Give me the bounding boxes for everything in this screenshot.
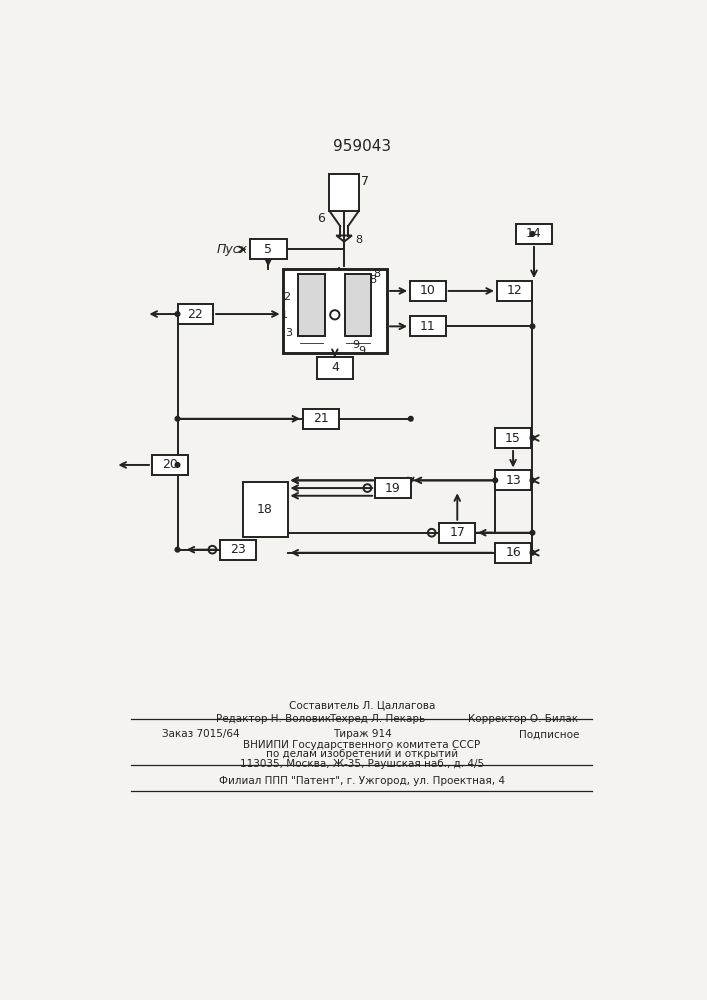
- Circle shape: [530, 530, 534, 535]
- Text: 18: 18: [257, 503, 273, 516]
- Bar: [516, 224, 552, 244]
- Text: 8: 8: [373, 269, 380, 279]
- Bar: [298, 274, 325, 336]
- Circle shape: [493, 478, 498, 483]
- Circle shape: [409, 416, 413, 421]
- Text: Заказ 7015/64: Заказ 7015/64: [162, 729, 240, 739]
- Text: Подписное: Подписное: [518, 729, 579, 739]
- Text: по делам изобретений и открытий: по делам изобретений и открытий: [266, 749, 458, 759]
- Text: Техред Л. Пекарь: Техред Л. Пекарь: [329, 714, 425, 724]
- Bar: [410, 316, 445, 336]
- Circle shape: [530, 324, 534, 329]
- Bar: [495, 470, 531, 490]
- Text: ВНИИПИ Государственного комитета СССР: ВНИИПИ Государственного комитета СССР: [243, 740, 481, 750]
- Text: 17: 17: [450, 526, 465, 539]
- Text: 15: 15: [505, 432, 521, 445]
- Text: 10: 10: [420, 284, 436, 297]
- Text: Филиал ППП "Патент", г. Ужгород, ул. Проектная, 4: Филиал ППП "Патент", г. Ужгород, ул. Про…: [219, 776, 505, 786]
- Bar: [152, 455, 187, 475]
- Bar: [440, 523, 475, 543]
- Text: 5: 5: [264, 243, 272, 256]
- Bar: [329, 174, 359, 211]
- Text: Корректор О. Билак: Корректор О. Билак: [468, 714, 578, 724]
- Text: 4: 4: [331, 361, 339, 374]
- Circle shape: [175, 416, 180, 421]
- Bar: [177, 304, 213, 324]
- Text: 1: 1: [281, 310, 288, 320]
- Bar: [303, 409, 339, 429]
- Circle shape: [175, 312, 180, 316]
- Circle shape: [530, 232, 534, 236]
- Text: 11: 11: [420, 320, 436, 333]
- Text: 19: 19: [385, 482, 401, 495]
- Text: 21: 21: [313, 412, 329, 425]
- Text: 113035, Москва, Ж-35, Раушская наб., д. 4/5: 113035, Москва, Ж-35, Раушская наб., д. …: [240, 759, 484, 769]
- Text: 6: 6: [317, 212, 325, 225]
- Text: 9: 9: [352, 340, 359, 350]
- Bar: [250, 239, 287, 259]
- Circle shape: [530, 436, 534, 440]
- Text: 3: 3: [285, 328, 292, 338]
- Text: Составитель Л. Цаллагова: Составитель Л. Цаллагова: [288, 700, 435, 710]
- Bar: [220, 540, 256, 560]
- Text: 14: 14: [526, 227, 542, 240]
- Bar: [243, 482, 288, 537]
- Bar: [495, 543, 531, 563]
- Bar: [495, 428, 531, 448]
- Circle shape: [175, 463, 180, 467]
- Text: Тираж 914: Тираж 914: [332, 729, 392, 739]
- Text: 16: 16: [506, 546, 521, 559]
- Text: 959043: 959043: [333, 139, 391, 154]
- Bar: [317, 357, 353, 379]
- Text: 9: 9: [358, 346, 366, 356]
- Text: 20: 20: [162, 458, 177, 471]
- Bar: [497, 281, 532, 301]
- Circle shape: [530, 550, 534, 555]
- Bar: [345, 274, 371, 336]
- Text: 8: 8: [369, 275, 376, 285]
- Text: 2: 2: [284, 292, 291, 302]
- Circle shape: [175, 547, 180, 552]
- Text: 8: 8: [355, 235, 362, 245]
- Text: Пуск: Пуск: [216, 243, 247, 256]
- Bar: [283, 269, 387, 353]
- Text: 22: 22: [187, 308, 203, 321]
- Text: 7: 7: [361, 175, 369, 188]
- Bar: [410, 281, 445, 301]
- Text: Редактор Н. Воловик: Редактор Н. Воловик: [216, 714, 332, 724]
- Text: 12: 12: [507, 284, 522, 297]
- Bar: [375, 478, 411, 498]
- Circle shape: [530, 478, 534, 483]
- Text: 23: 23: [230, 543, 246, 556]
- Text: 13: 13: [506, 474, 521, 487]
